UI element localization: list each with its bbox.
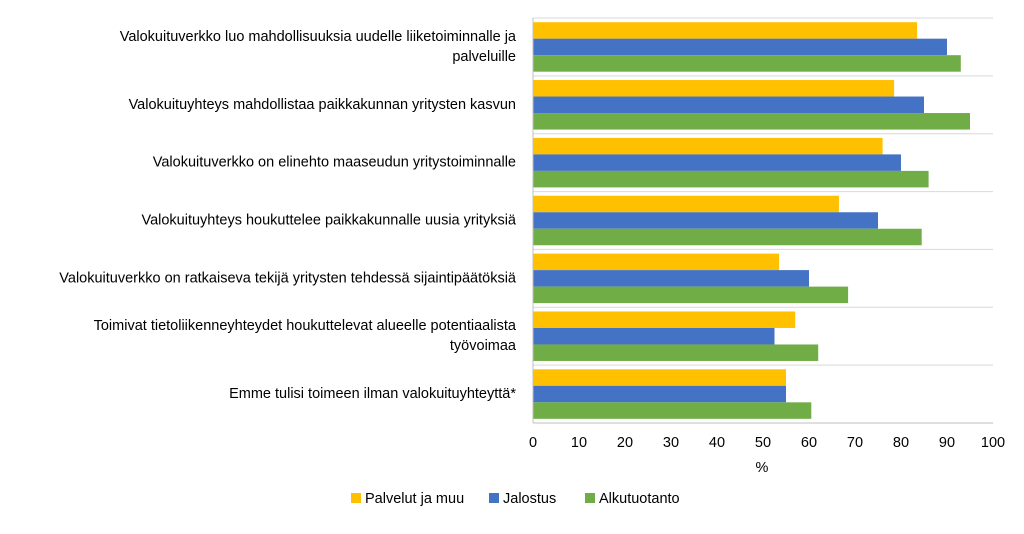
legend: Palvelut ja muu Jalostus Alkutuotanto <box>351 491 680 507</box>
x-tick-label: 10 <box>571 435 587 451</box>
x-tick-label: 90 <box>939 435 955 451</box>
category-label: Valokuituverkko luo mahdollisuuksia uude… <box>120 29 517 45</box>
bar-jalostus <box>533 327 775 345</box>
bar-jalostus <box>533 270 809 287</box>
bar-palvelut-ja-muu <box>533 195 839 213</box>
x-tick-label: 40 <box>709 435 725 451</box>
bar-alkutuotanto <box>533 286 849 304</box>
legend-swatch <box>585 493 595 503</box>
bar-palvelut-ja-muu <box>533 137 883 155</box>
bars <box>533 22 970 419</box>
x-tick-label: 100 <box>981 435 1005 451</box>
x-tick-label: 50 <box>755 435 771 451</box>
x-axis: 0 10 20 30 40 50 60 70 80 90 100 <box>529 18 1005 451</box>
bar-palvelut-ja-muu <box>533 311 796 328</box>
legend-swatch <box>351 493 361 503</box>
bar-alkutuotanto <box>533 344 819 361</box>
category-label: Valokuituyhteys houkuttelee paikkakunnal… <box>141 213 516 229</box>
x-tick-label: 60 <box>801 435 817 451</box>
bar-jalostus <box>533 212 878 229</box>
bar-palvelut-ja-muu <box>533 369 786 386</box>
category-labels: Valokuituverkko luo mahdollisuuksia uude… <box>59 29 517 402</box>
x-tick-label: 20 <box>617 435 633 451</box>
bar-jalostus <box>533 38 947 56</box>
legend-swatch <box>489 493 499 503</box>
x-tick-label: 30 <box>663 435 679 451</box>
category-label: Emme tulisi toimeen ilman valokuituyhtey… <box>229 386 516 402</box>
category-label: Valokuituyhteys mahdollistaa paikkakunna… <box>129 97 516 113</box>
bar-jalostus <box>533 96 924 114</box>
bar-palvelut-ja-muu <box>533 253 780 271</box>
legend-label: Palvelut ja muu <box>365 491 464 507</box>
grid <box>533 17 993 424</box>
x-tick-label: 0 <box>529 435 537 451</box>
bar-alkutuotanto <box>533 402 812 419</box>
bar-palvelut-ja-muu <box>533 22 918 39</box>
bar-alkutuotanto <box>533 55 961 72</box>
bar-jalostus <box>533 154 901 171</box>
bar-alkutuotanto <box>533 228 922 246</box>
category-label: palveluille <box>452 49 516 65</box>
bar-alkutuotanto <box>533 113 970 130</box>
category-label: Toimivat tietoliikenneyhteydet houkuttel… <box>94 318 517 334</box>
legend-label: Alkutuotanto <box>599 491 680 507</box>
x-axis-title: % <box>756 460 769 476</box>
x-tick-label: 80 <box>893 435 909 451</box>
bar-palvelut-ja-muu <box>533 80 895 97</box>
category-label: Valokuituverkko on ratkaiseva tekijä yri… <box>59 270 517 286</box>
bar-alkutuotanto <box>533 170 929 188</box>
bar-jalostus <box>533 385 786 403</box>
category-label: työvoimaa <box>450 338 517 354</box>
x-tick-label: 70 <box>847 435 863 451</box>
category-label: Valokuituverkko on elinehto maaseudun yr… <box>153 155 516 171</box>
legend-label: Jalostus <box>503 491 556 507</box>
